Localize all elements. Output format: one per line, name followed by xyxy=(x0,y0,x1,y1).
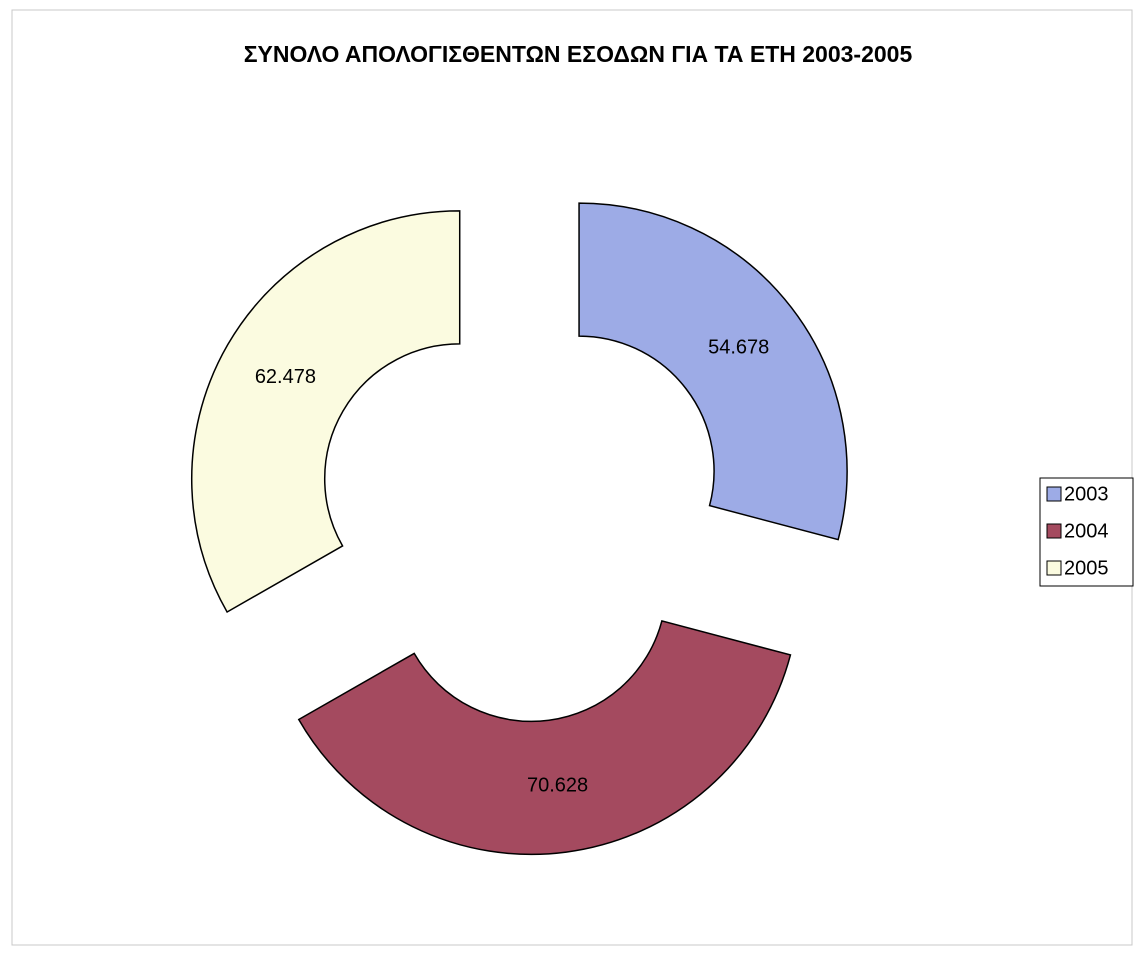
legend-swatch xyxy=(1046,560,1062,576)
legend-label: 2003 xyxy=(1064,483,1109,505)
doughnut-segment xyxy=(297,620,792,856)
data-label: 70.628 xyxy=(527,774,588,796)
doughnut-segment xyxy=(578,202,848,541)
doughnut-segment xyxy=(191,210,461,613)
legend-label: 2004 xyxy=(1064,520,1109,542)
legend-label: 2005 xyxy=(1064,557,1109,579)
chart-title: ΣΥΝΟΛΟ ΑΠΟΛΟΓΙΣΘΕΝΤΩΝ ΕΣΟΔΩΝ ΓΙΑ ΤΑ ΕΤΗ … xyxy=(244,41,913,67)
data-label: 54.678 xyxy=(708,336,769,358)
data-label: 62.478 xyxy=(255,366,316,388)
legend-swatch xyxy=(1046,523,1062,539)
legend-swatch xyxy=(1046,486,1062,502)
